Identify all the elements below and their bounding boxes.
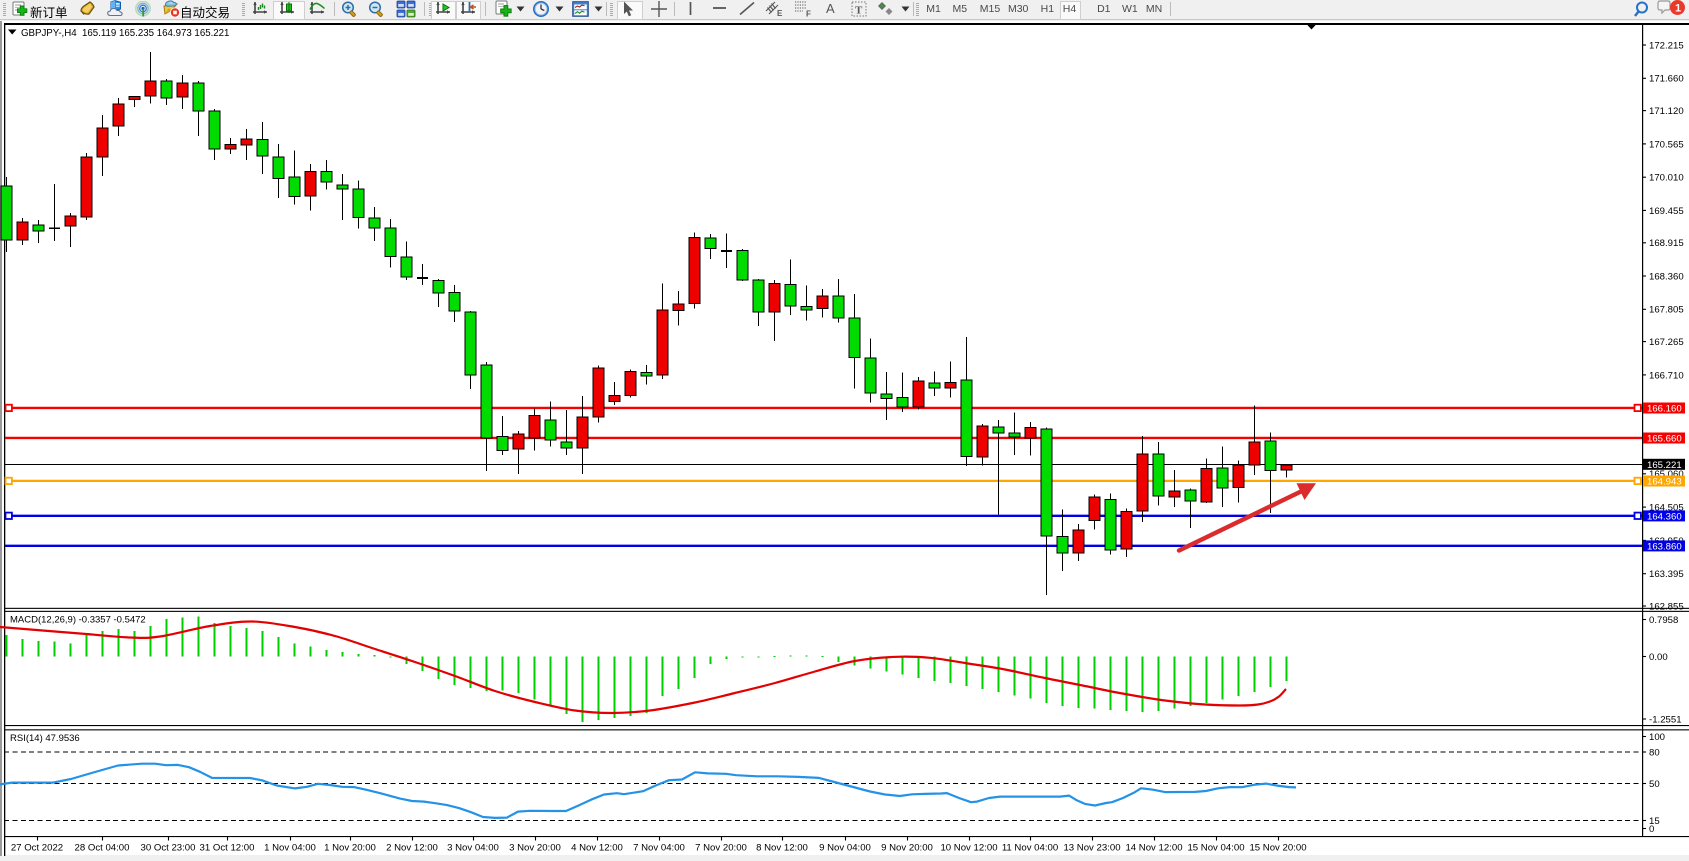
svg-text:T: T — [855, 5, 863, 17]
svg-text:8 Nov 12:00: 8 Nov 12:00 — [756, 843, 808, 854]
svg-text:11 Nov 04:00: 11 Nov 04:00 — [1002, 843, 1058, 854]
svg-text:31 Oct 12:00: 31 Oct 12:00 — [200, 843, 255, 854]
svg-text:1 Nov 20:00: 1 Nov 20:00 — [324, 843, 376, 854]
svg-text:RSI(14) 47.9536: RSI(14) 47.9536 — [10, 733, 80, 744]
svg-text:166.160: 166.160 — [1647, 404, 1682, 415]
svg-text:167.265: 167.265 — [1649, 337, 1684, 348]
svg-text:2 Nov 12:00: 2 Nov 12:00 — [386, 843, 438, 854]
svg-text:0.7958: 0.7958 — [1649, 615, 1678, 626]
svg-text:165.660: 165.660 — [1647, 434, 1682, 445]
svg-text:4 Nov 12:00: 4 Nov 12:00 — [571, 843, 623, 854]
svg-text:9 Nov 20:00: 9 Nov 20:00 — [881, 843, 933, 854]
svg-text:100: 100 — [1649, 732, 1665, 743]
svg-text:27 Oct 2022: 27 Oct 2022 — [11, 843, 63, 854]
svg-text:10 Nov 12:00: 10 Nov 12:00 — [940, 843, 997, 854]
svg-text:-1.2551: -1.2551 — [1649, 714, 1682, 725]
svg-text:3 Nov 20:00: 3 Nov 20:00 — [509, 843, 561, 854]
svg-text:28 Oct 04:00: 28 Oct 04:00 — [75, 843, 130, 854]
svg-text:F: F — [806, 10, 811, 19]
svg-text:163.395: 163.395 — [1649, 569, 1684, 580]
svg-text:168.915: 168.915 — [1649, 238, 1684, 249]
svg-text:162.855: 162.855 — [1649, 601, 1684, 612]
svg-text:E: E — [777, 9, 783, 18]
svg-text:170.565: 170.565 — [1649, 139, 1684, 150]
svg-text:168.360: 168.360 — [1649, 271, 1684, 282]
svg-text:171.660: 171.660 — [1649, 74, 1684, 85]
svg-text:3 Nov 04:00: 3 Nov 04:00 — [447, 843, 499, 854]
svg-text:GBPJPY-,H4 165.119 165.235 16: GBPJPY-,H4 165.119 165.235 164.973 165.2… — [21, 28, 229, 39]
svg-text:165.060: 165.060 — [1649, 469, 1684, 480]
svg-text:0: 0 — [1649, 824, 1654, 835]
svg-text:7 Nov 20:00: 7 Nov 20:00 — [695, 843, 747, 854]
svg-text:170.010: 170.010 — [1649, 173, 1684, 184]
svg-text:166.710: 166.710 — [1649, 370, 1684, 381]
svg-text:15: 15 — [1649, 816, 1660, 827]
svg-text:13 Nov 23:00: 13 Nov 23:00 — [1063, 843, 1120, 854]
svg-text:165.221: 165.221 — [1647, 460, 1682, 471]
svg-text:0.00: 0.00 — [1649, 652, 1668, 663]
svg-text:1 Nov 04:00: 1 Nov 04:00 — [264, 843, 316, 854]
svg-text:164.943: 164.943 — [1647, 477, 1682, 488]
svg-text:167.805: 167.805 — [1649, 305, 1684, 316]
svg-text:30 Oct 23:00: 30 Oct 23:00 — [141, 843, 196, 854]
svg-text:MACD(12,26,9) -0.3357 -0.5472: MACD(12,26,9) -0.3357 -0.5472 — [10, 615, 146, 626]
svg-text:80: 80 — [1649, 747, 1660, 758]
svg-text:172.215: 172.215 — [1649, 40, 1684, 51]
svg-text:163.860: 163.860 — [1647, 541, 1682, 552]
svg-text:7 Nov 04:00: 7 Nov 04:00 — [633, 843, 685, 854]
svg-text:50: 50 — [1649, 779, 1660, 790]
svg-text:15 Nov 04:00: 15 Nov 04:00 — [1187, 843, 1244, 854]
svg-text:169.455: 169.455 — [1649, 206, 1684, 217]
svg-text:164.505: 164.505 — [1649, 503, 1684, 514]
svg-text:171.120: 171.120 — [1649, 106, 1684, 117]
svg-text:1: 1 — [1675, 3, 1681, 15]
svg-text:164.360: 164.360 — [1647, 511, 1682, 522]
svg-text:9 Nov 04:00: 9 Nov 04:00 — [819, 843, 871, 854]
svg-text:14 Nov 12:00: 14 Nov 12:00 — [1125, 843, 1182, 854]
svg-text:15 Nov 20:00: 15 Nov 20:00 — [1249, 843, 1306, 854]
